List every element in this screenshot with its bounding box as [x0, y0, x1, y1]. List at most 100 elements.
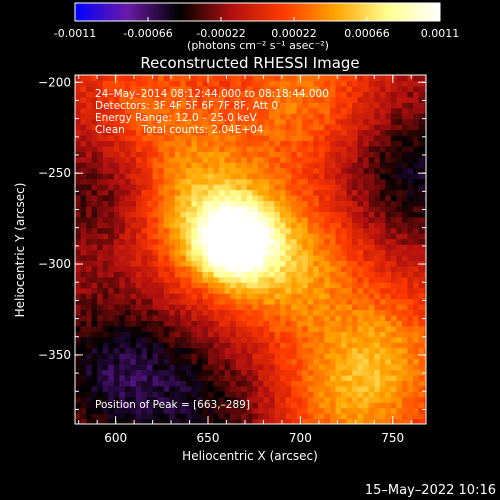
heatmap-cell	[418, 364, 425, 371]
heatmap-cell	[318, 118, 325, 125]
heatmap-cell	[196, 124, 204, 131]
heatmap-cell	[379, 282, 386, 289]
heatmap-cell	[213, 320, 220, 327]
heatmap-cell	[307, 320, 314, 327]
heatmap-cell	[224, 418, 231, 424]
heatmap-cell	[401, 358, 409, 365]
heatmap-cell	[230, 304, 237, 311]
heatmap-cell	[86, 129, 93, 136]
heatmap-cell	[80, 342, 87, 349]
heatmap-cell	[368, 271, 375, 278]
heatmap-cell	[418, 402, 425, 409]
heatmap-cell	[241, 298, 248, 305]
heatmap-cell	[274, 396, 281, 403]
heatmap-cell	[113, 380, 120, 387]
heatmap-cell	[91, 96, 98, 103]
heatmap-cell	[413, 396, 420, 403]
heatmap-cell	[75, 75, 82, 82]
heatmap-cell	[263, 189, 270, 196]
heatmap-cell	[135, 320, 143, 327]
heatmap-cell	[280, 129, 287, 136]
heatmap-cell	[363, 167, 370, 174]
heatmap-cell	[97, 249, 104, 256]
heatmap-cell	[180, 396, 187, 403]
heatmap-cell	[191, 418, 198, 424]
heatmap-cell	[169, 320, 176, 327]
heatmap-cell	[385, 145, 392, 152]
heatmap-cell	[385, 118, 392, 125]
heatmap-cell	[124, 358, 132, 365]
heatmap-cell	[385, 282, 392, 289]
heatmap-cell	[390, 194, 398, 202]
heatmap-cell	[268, 320, 276, 327]
heatmap-cell	[191, 75, 198, 82]
heatmap-cell	[163, 385, 170, 392]
heatmap-cell	[235, 227, 242, 234]
heatmap-cell	[174, 413, 181, 420]
heatmap-cell	[379, 293, 386, 300]
heatmap-cell	[147, 385, 154, 392]
heatmap-cell	[124, 413, 132, 420]
heatmap-cell	[379, 184, 386, 191]
heatmap-cell	[208, 189, 215, 196]
heatmap-cell	[119, 374, 126, 381]
heatmap-cell	[208, 380, 215, 387]
heatmap-cell	[396, 244, 403, 251]
heatmap-cell	[307, 167, 314, 174]
colorbar-units-label: (photons cm⁻² s⁻¹ asec⁻²)	[187, 39, 329, 52]
heatmap-cell	[97, 113, 104, 120]
heatmap-cell	[368, 304, 375, 311]
heatmap-cell	[363, 244, 370, 251]
heatmap-cell	[418, 113, 425, 120]
heatmap-cell	[324, 80, 331, 87]
heatmap-cell	[163, 336, 170, 343]
heatmap-cell	[91, 391, 98, 398]
heatmap-cell	[401, 347, 409, 354]
heatmap-cell	[163, 293, 170, 300]
heatmap-cell	[224, 254, 231, 262]
heatmap-cell	[268, 167, 276, 174]
heatmap-cell	[357, 233, 364, 240]
heatmap-cell	[219, 325, 226, 332]
heatmap-cell	[241, 216, 248, 223]
heatmap-cell	[224, 134, 231, 142]
heatmap-cell	[185, 238, 192, 245]
heatmap-cell	[302, 140, 309, 147]
heatmap-cell	[208, 75, 215, 82]
heatmap-cell	[363, 407, 370, 414]
heatmap-cell	[329, 102, 337, 109]
heatmap-cell	[324, 189, 331, 196]
heatmap-cell	[141, 167, 148, 174]
heatmap-cell	[390, 178, 398, 185]
heatmap-cell	[268, 309, 276, 316]
heatmap-cell	[318, 347, 325, 354]
heatmap-cell	[219, 298, 226, 305]
heatmap-cell	[86, 298, 93, 305]
heatmap-cell	[268, 113, 276, 120]
heatmap-cell	[274, 293, 281, 300]
heatmap-cell	[318, 369, 325, 376]
heatmap-cell	[257, 265, 265, 272]
heatmap-cell	[174, 124, 181, 131]
heatmap-cell	[424, 167, 426, 174]
heatmap-cell	[401, 260, 409, 267]
heatmap-cell	[180, 353, 187, 360]
heatmap-cell	[335, 205, 342, 212]
heatmap-cell	[313, 418, 320, 424]
heatmap-cell	[174, 347, 181, 354]
heatmap-cell	[335, 364, 342, 371]
heatmap-cell	[163, 244, 170, 251]
heatmap-cell	[219, 260, 226, 267]
heatmap-cell	[235, 342, 242, 349]
heatmap-cell	[208, 293, 215, 300]
heatmap-cell	[263, 336, 270, 343]
heatmap-cell	[341, 200, 348, 207]
heatmap-cell	[124, 304, 132, 311]
heatmap-cell	[86, 260, 93, 267]
heatmap-cell	[102, 298, 109, 305]
heatmap-cell	[119, 233, 126, 240]
heatmap-cell	[407, 118, 414, 125]
heatmap-cell	[257, 113, 265, 120]
heatmap-cell	[102, 85, 109, 92]
heatmap-cell	[424, 151, 426, 158]
